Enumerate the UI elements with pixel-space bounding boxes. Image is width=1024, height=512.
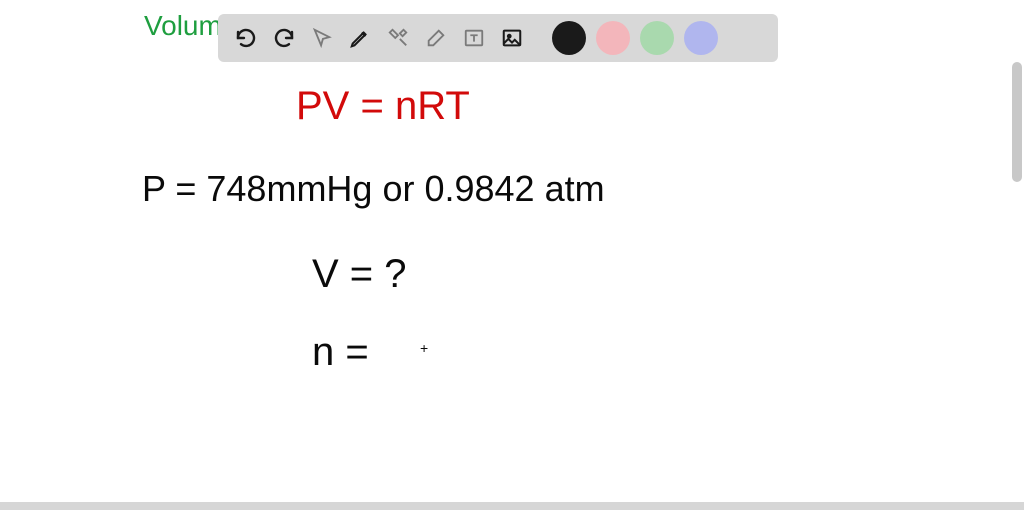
text-ideal-gas-equation: PV = nRT — [296, 84, 470, 129]
text-volume-unknown: V = ? — [312, 252, 407, 297]
text-cursor-mark: + — [420, 340, 428, 356]
text-moles-line: n = — [312, 330, 369, 375]
redo-icon[interactable] — [270, 24, 298, 52]
eraser-icon[interactable] — [422, 24, 450, 52]
horizontal-scrollbar-thumb[interactable] — [0, 502, 1024, 510]
whiteboard-canvas[interactable]: Volum PV = nRT P = 748mmHg or 0.9842 atm… — [0, 0, 1024, 512]
undo-icon[interactable] — [232, 24, 260, 52]
pencil-icon[interactable] — [346, 24, 374, 52]
vertical-scrollbar-thumb[interactable] — [1012, 62, 1022, 182]
tools-icon[interactable] — [384, 24, 412, 52]
pointer-icon[interactable] — [308, 24, 336, 52]
text-volume-label: Volum — [144, 10, 222, 42]
drawing-toolbar — [218, 14, 778, 62]
color-black[interactable] — [552, 21, 586, 55]
text-tool-icon[interactable] — [460, 24, 488, 52]
color-green[interactable] — [640, 21, 674, 55]
horizontal-scrollbar-track — [0, 502, 1024, 510]
color-purple[interactable] — [684, 21, 718, 55]
image-tool-icon[interactable] — [498, 24, 526, 52]
text-pressure-value: P = 748mmHg or 0.9842 atm — [142, 168, 605, 210]
color-pink[interactable] — [596, 21, 630, 55]
